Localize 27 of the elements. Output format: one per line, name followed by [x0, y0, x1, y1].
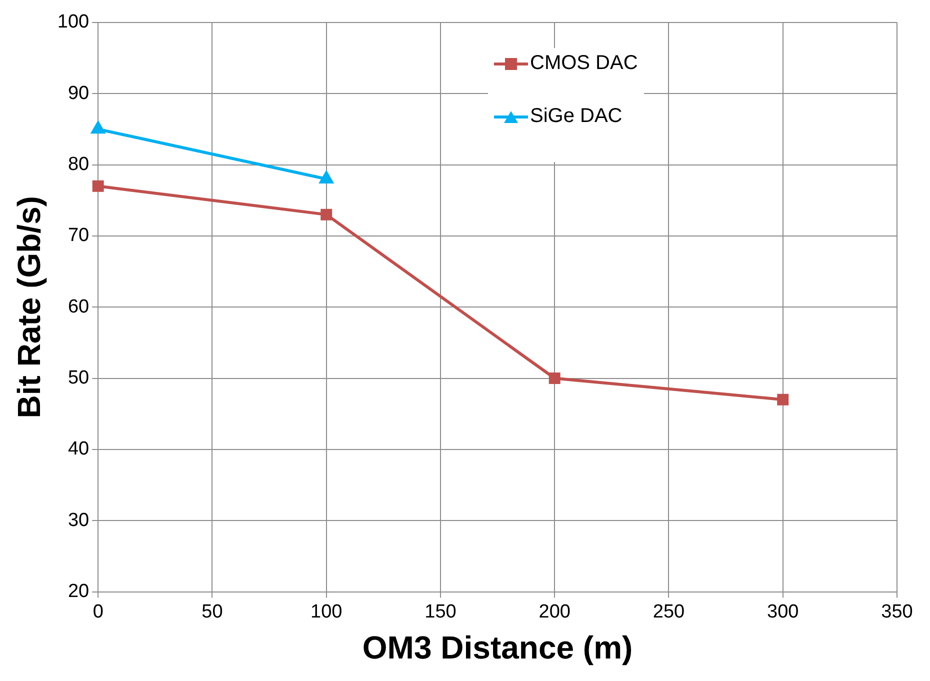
x-tick-label: 300	[767, 601, 799, 622]
x-tick-label: 250	[652, 601, 685, 622]
y-tick-label: 100	[57, 12, 90, 33]
point	[548, 372, 560, 384]
point	[777, 394, 789, 406]
y-axis-title: Bit Rate (Gb/s)	[11, 196, 48, 418]
legend-label: SiGe DAC	[530, 105, 622, 128]
y-tick-label: 80	[68, 154, 90, 175]
y-tick-label: 40	[68, 438, 90, 460]
x-tick-label: 0	[92, 601, 104, 622]
x-tick-label: 50	[202, 601, 223, 622]
x-tick-label: 200	[538, 601, 570, 622]
y-tick-label: 70	[68, 225, 90, 246]
y-tick-label: 50	[68, 368, 90, 389]
y-tick-label: 30	[68, 510, 90, 531]
point	[92, 180, 104, 192]
x-axis-title: OM3 Distance (m)	[362, 630, 633, 666]
x-tick-label: 350	[881, 601, 913, 622]
y-tick-label: 60	[68, 296, 90, 318]
x-tick-label: 100	[310, 601, 342, 622]
y-tick-label: 20	[68, 581, 90, 602]
point	[320, 208, 332, 220]
point	[320, 171, 334, 184]
y-tick-label: 90	[68, 82, 90, 104]
point	[91, 122, 105, 134]
x-tick-label: 150	[424, 601, 456, 622]
legend-label: CMOS DAC	[530, 52, 638, 75]
